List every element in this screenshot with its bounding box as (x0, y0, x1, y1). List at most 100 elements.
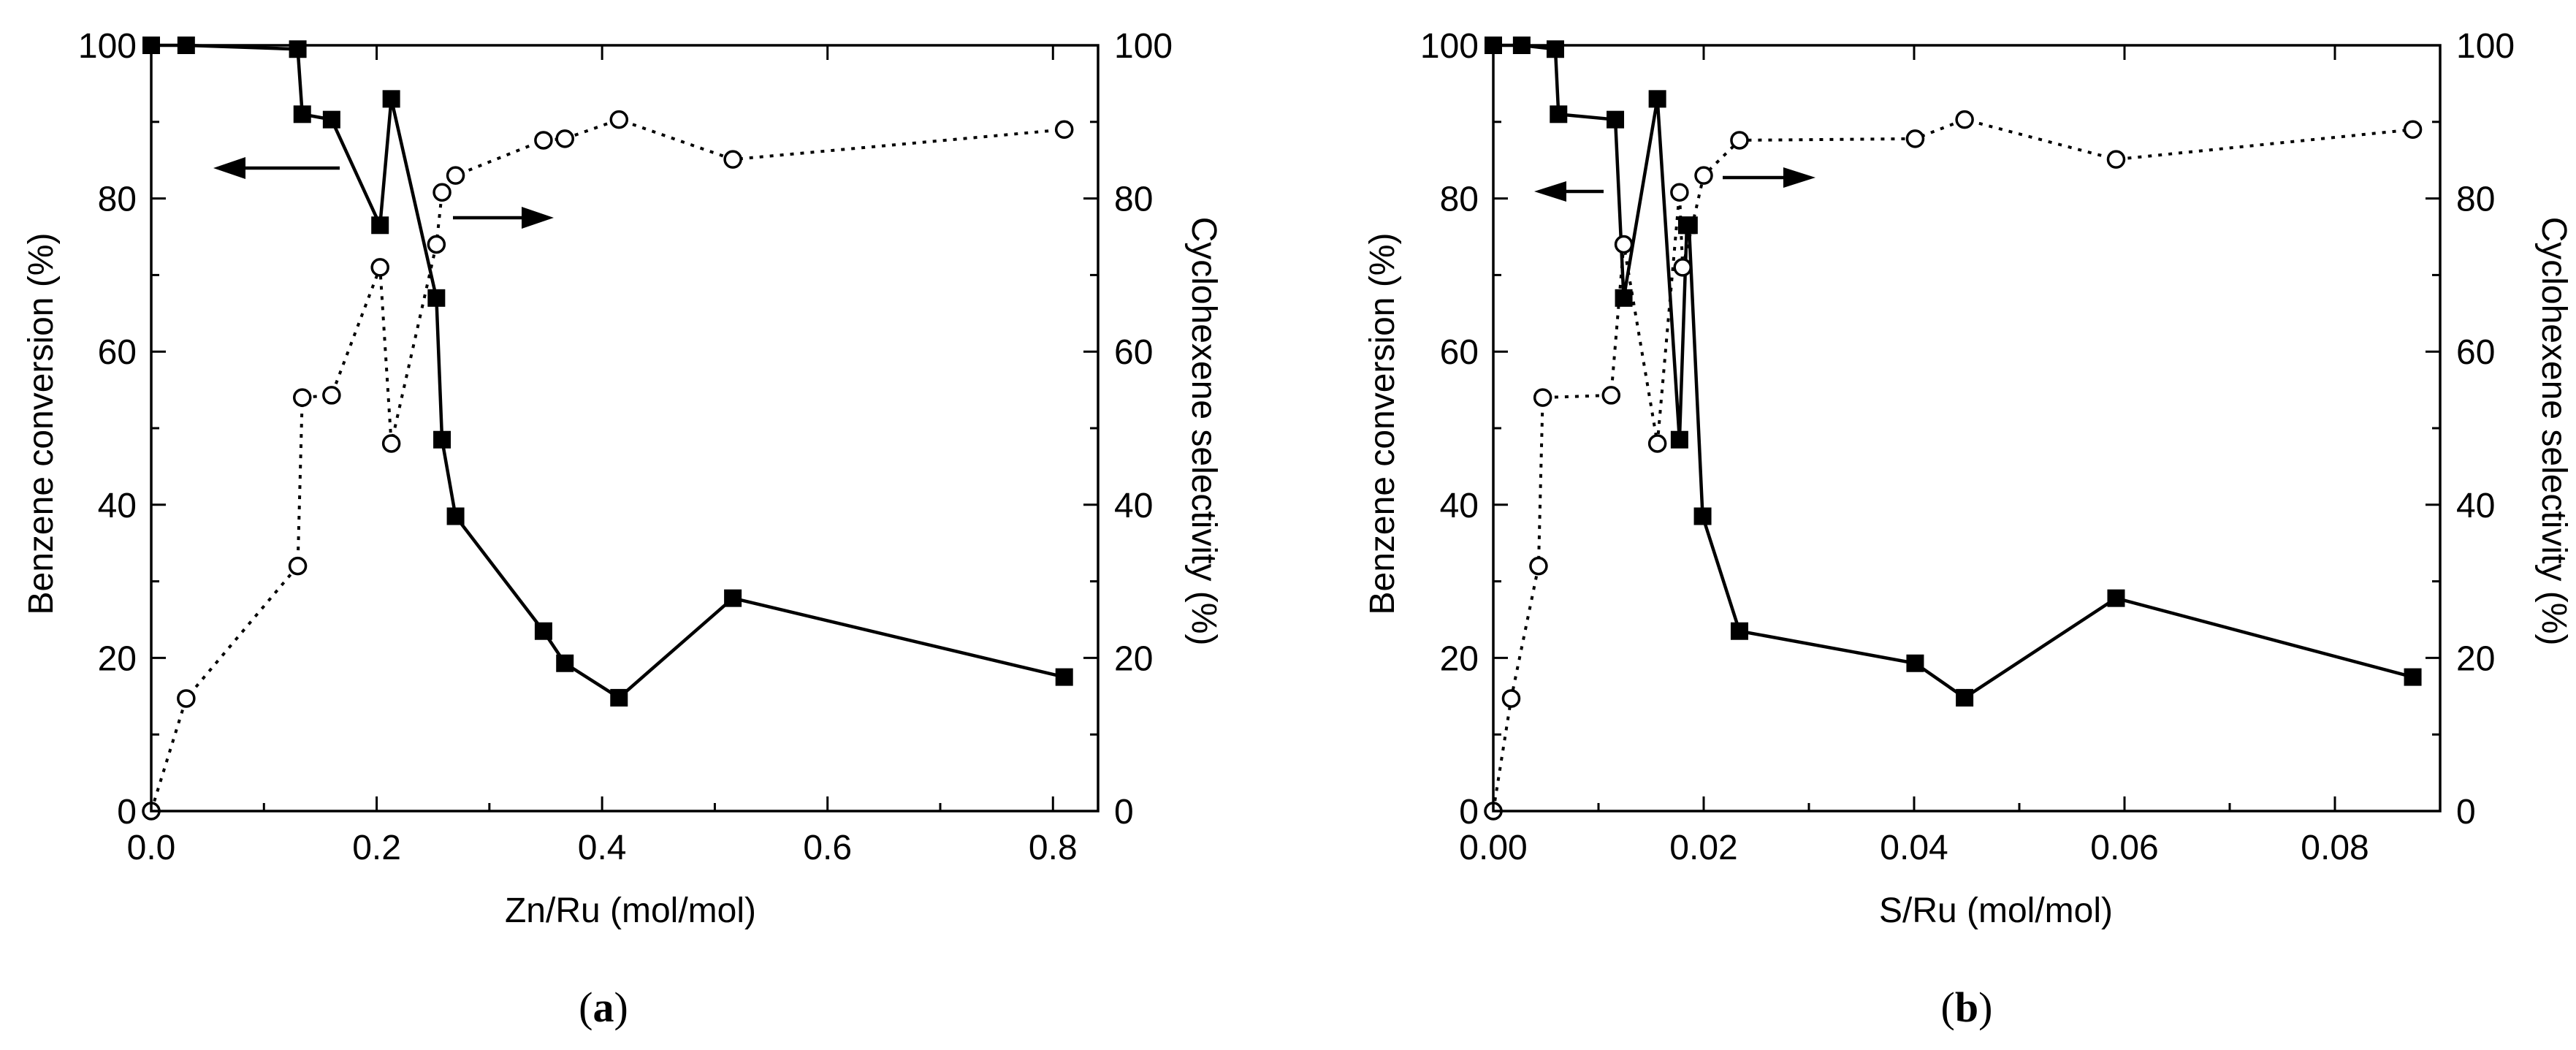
panel-a-selectivity-point (555, 129, 574, 148)
panel-b-right-arrow-head (1783, 167, 1815, 188)
panel-a-conversion-point (289, 40, 307, 58)
panel-a-conversion-point (371, 216, 389, 235)
panel-b-conversion-point (1680, 216, 1698, 235)
panel-b-conversion-line (1493, 43, 2414, 700)
panel-a-y-left-tick-label: 80 (98, 180, 137, 219)
panel-b-conversion-point (1730, 622, 1748, 640)
panel-b-label: (b) (1941, 984, 1993, 1031)
panel-b-selectivity-point (1647, 434, 1667, 453)
panel-a-selectivity-series (142, 110, 1074, 821)
panel-b-selectivity-point (1529, 556, 1548, 576)
panel-b-chart: 0.00 0.02 0.04 0.06 0.08 0 0 20 20 40 40 60 60 80 80 10… (1363, 27, 2573, 1031)
panel-b-y-left-tick-label: 60 (1440, 333, 1479, 372)
panel-b-conversion-point (1550, 105, 1568, 123)
panel-a-selectivity-point (288, 556, 308, 576)
panel-b-conversion-series (1485, 37, 2422, 707)
panel-b-selectivity-point (1614, 235, 1634, 254)
panel-b-y-right-tick-label: 0 (2456, 793, 2476, 832)
panel-a-conversion-point (724, 589, 742, 607)
panel-a-selectivity-point (1054, 120, 1074, 140)
panel-b-x-tick-label: 0.00 (1459, 829, 1527, 867)
panel-b-conversion-point (1648, 90, 1666, 108)
panel-a-label-open: ( (579, 984, 592, 1031)
panel-a-left-arrow (213, 157, 340, 179)
panel-a-conversion-point (433, 430, 451, 449)
panel-b-selectivity-point (1694, 166, 1713, 185)
panel-b-label-open: ( (1941, 984, 1955, 1031)
panel-b-label-letter: b (1955, 984, 1978, 1031)
panel-a-y-left-tick-label: 60 (98, 333, 137, 372)
panel-b-x-axis-title: S/Ru (mol/mol) (1879, 891, 2113, 930)
panel-b-selectivity-point (1905, 129, 1925, 148)
panel-a-x-axis-title: Zn/Ru (mol/mol) (505, 891, 756, 930)
panel-b-y-left-tick-label: 40 (1440, 487, 1479, 525)
panel-b-selectivity-series (1484, 110, 2423, 821)
panel-a-x-tick-label: 0.2 (352, 829, 401, 867)
panel-b-conversion-point (1693, 507, 1712, 525)
panel-b-y-right-tick-label: 100 (2456, 27, 2515, 66)
panel-b-y-right-tick-label: 60 (2456, 333, 2495, 372)
panel-b-x-tick-label: 0.02 (1669, 829, 1737, 867)
panel-b-x-tick-label: 0.04 (1880, 829, 1948, 867)
panel-a-y-right-tick-label: 0 (1114, 793, 1134, 832)
panel-a-conversion-point (446, 507, 465, 525)
panel-b-selectivity-line (1492, 118, 2413, 812)
panel-a-selectivity-point (177, 689, 196, 708)
panel-a-y-right-tick-label: 40 (1114, 487, 1153, 525)
panel-a-right-axis-title: Cyclohexene selectivity (%) (1184, 217, 1223, 646)
panel-a-y-left-tick-label: 0 (117, 793, 137, 832)
panel-b-selectivity-point (1601, 386, 1621, 405)
panel-a-x-tick-label: 0.6 (803, 829, 852, 867)
panel-a-label: (a) (579, 984, 628, 1031)
panel-a-y-left-tick-label: 20 (98, 639, 137, 678)
panel-a-label-letter: a (593, 984, 614, 1031)
panel-a-conversion-point (293, 105, 311, 123)
panel-a-y-left-tick-label: 40 (98, 487, 137, 525)
panel-a-selectivity-point (322, 386, 341, 405)
panel-b-selectivity-point (1533, 388, 1552, 407)
panel-a-x-tick-label: 0.8 (1029, 829, 1078, 867)
panel-b-selectivity-point (1730, 131, 1749, 150)
panel-b-ticks: 0.00 0.02 0.04 0.06 0.08 0 0 20 20 40 40 60 60 80 80 10… (1420, 27, 2515, 867)
panel-b-conversion-point (1956, 688, 1974, 707)
panel-b-left-arrow (1534, 181, 1604, 202)
panel-a-selectivity-point (609, 110, 629, 129)
panel-a-y-right-tick-label: 20 (1114, 639, 1153, 678)
panel-b-x-tick-label: 0.06 (2090, 829, 2158, 867)
panel-a-x-tick-label: 0.0 (127, 829, 176, 867)
panel-b-left-axis-title: Benzene conversion (%) (1363, 233, 1402, 615)
panel-a-selectivity-point (432, 183, 451, 202)
panel-a-conversion-point (1055, 668, 1073, 686)
panel-a-left-axis-title: Benzene conversion (%) (22, 233, 61, 615)
panel-b-conversion-point (1670, 430, 1688, 449)
panel-b-conversion-point (1906, 654, 1924, 672)
panel-b-y-right-tick-label: 40 (2456, 487, 2495, 525)
panel-b-conversion-point (2404, 668, 2422, 686)
panel-a-y-right-tick-label: 80 (1114, 180, 1153, 219)
panel-a-conversion-point (427, 289, 446, 307)
panel-b-conversion-point (1546, 40, 1564, 58)
panel-a-selectivity-point (292, 388, 312, 407)
panel-b-y-left-tick-label: 20 (1440, 639, 1479, 678)
panel-b-conversion-point (1607, 110, 1625, 129)
panel-a-selectivity-point (427, 235, 446, 254)
panel-b-selectivity-point (1955, 110, 1974, 129)
panel-a-selectivity-point (446, 166, 465, 185)
panel-b-selectivity-point (1501, 689, 1521, 708)
panel-a-selectivity-line (150, 118, 1064, 812)
panel-a-selectivity-point (370, 258, 389, 277)
panel-a-label-close: ) (614, 984, 628, 1031)
panel-b-selectivity-point (1670, 183, 1689, 202)
panel-a-left-arrow-head (213, 157, 245, 179)
panel-a-conversion-point (610, 688, 628, 707)
panel-a-conversion-point (556, 654, 574, 672)
panel-b-y-right-tick-label: 80 (2456, 180, 2495, 219)
panel-a-selectivity-point (534, 131, 553, 150)
panel-a-y-right-tick-label: 100 (1114, 27, 1173, 66)
panel-b-y-left-tick-label: 100 (1420, 27, 1479, 66)
panel-b-conversion-point (1615, 289, 1633, 307)
panel-a-conversion-series (142, 37, 1073, 707)
panel-a-conversion-point (382, 90, 400, 108)
